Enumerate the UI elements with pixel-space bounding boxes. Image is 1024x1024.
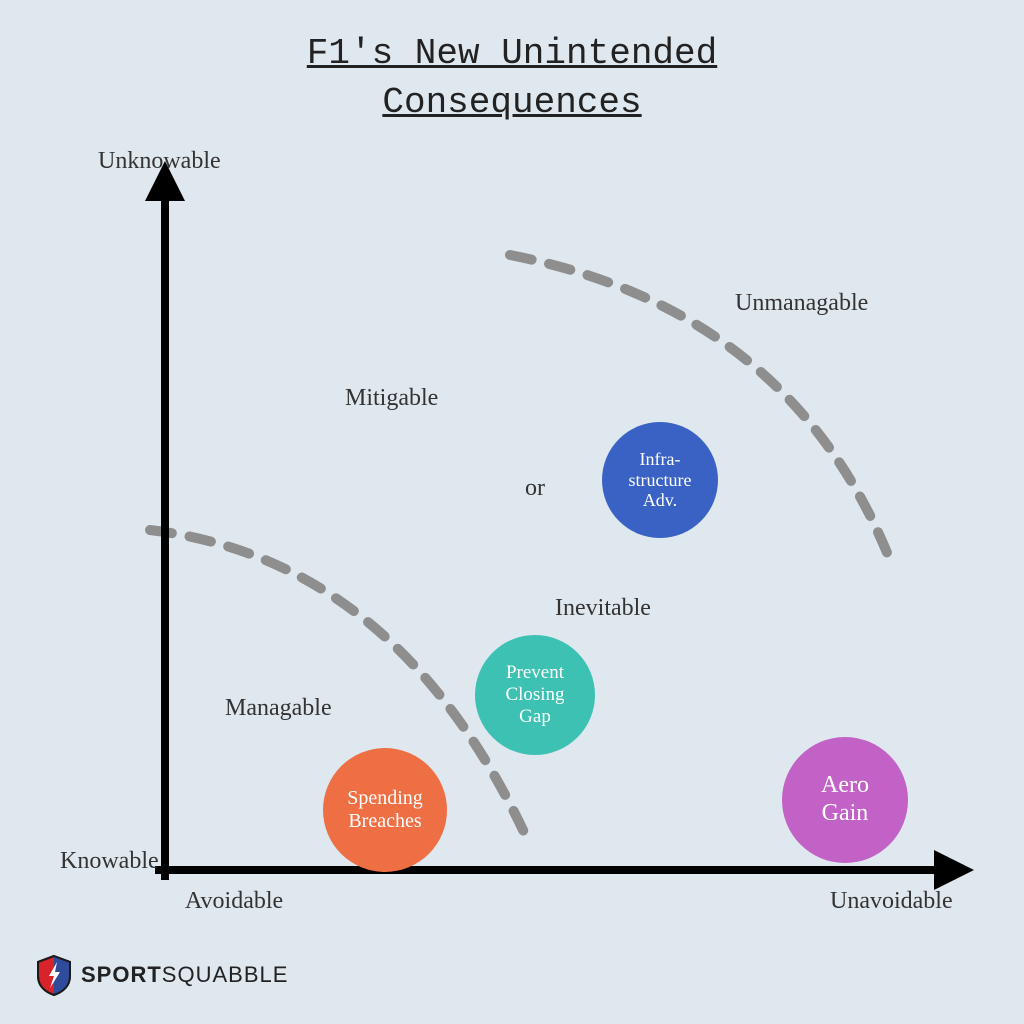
y-axis-start-label: Knowable [60, 848, 159, 875]
bubble-1: PreventClosingGap [475, 635, 595, 755]
region-inevitable: Inevitable [555, 595, 651, 622]
bubble-2-line-1: structure [629, 470, 692, 491]
brand-text-bold: SPORT [81, 962, 162, 987]
region-mitigable: Mitigable [345, 385, 438, 412]
bubble-1-line-0: Prevent [505, 662, 564, 684]
brand-text-light: SQUABBLE [162, 962, 289, 987]
region-managable: Managable [225, 695, 332, 722]
bubble-0-line-1: Breaches [347, 810, 423, 833]
bubble-0-line-0: Spending [347, 787, 423, 810]
bubble-2-line-0: Infra- [629, 449, 692, 470]
brand-logo: SPORTSQUABBLE [35, 954, 288, 996]
shield-icon [35, 954, 73, 996]
x-axis-start-label: Avoidable [185, 888, 283, 915]
bubble-1-line-1: Closing [505, 684, 564, 706]
bubble-3: AeroGain [782, 737, 908, 863]
bubble-3-line-0: Aero [821, 772, 869, 800]
bubble-1-line-2: Gap [505, 706, 564, 728]
bubble-3-line-1: Gain [821, 800, 869, 828]
region-or: or [525, 475, 545, 502]
region-unmanagable: Unmanagable [735, 290, 868, 317]
bubble-2: Infra-structureAdv. [602, 422, 718, 538]
x-axis-end-label: Unavoidable [830, 888, 953, 915]
bubble-2-line-2: Adv. [629, 490, 692, 511]
level-curves [150, 255, 890, 845]
bubble-0: SpendingBreaches [323, 748, 447, 872]
brand-text: SPORTSQUABBLE [81, 962, 288, 988]
y-axis-end-label: Unknowable [98, 148, 221, 175]
